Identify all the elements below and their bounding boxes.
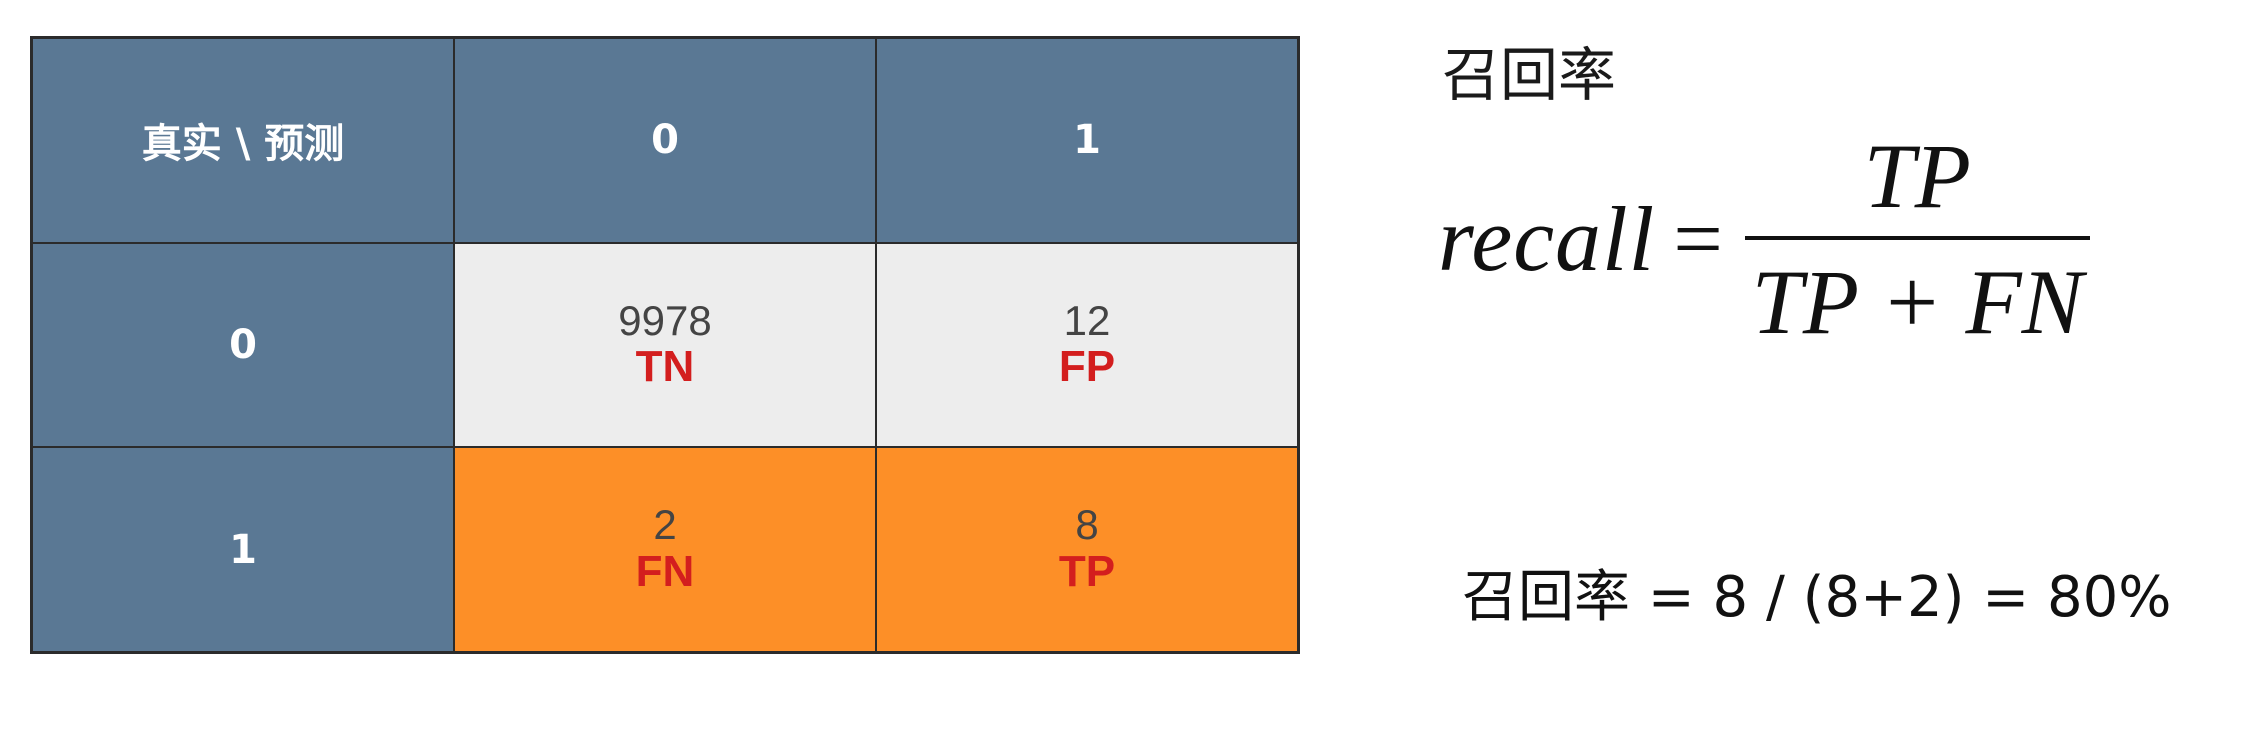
corner-label: 真实 \ 预测 bbox=[141, 121, 345, 168]
cell-tag: TP bbox=[1058, 546, 1116, 596]
cell-tag: FN bbox=[635, 546, 695, 596]
formula-lhs: recall bbox=[1438, 188, 1656, 290]
formula-title: 召回率 bbox=[1442, 41, 1617, 109]
col-header-0: 0 bbox=[454, 38, 876, 243]
cell-tag: TN bbox=[635, 341, 695, 391]
cell-count: 8 bbox=[1075, 501, 1099, 549]
cell-tag: FP bbox=[1058, 341, 1116, 391]
cell-count: 12 bbox=[1063, 296, 1111, 344]
formula-equals: = bbox=[1673, 190, 1723, 288]
row-header-label: 0 bbox=[229, 321, 257, 368]
cell-fp: 12 FP bbox=[876, 242, 1298, 448]
col-header-label: 1 bbox=[1073, 117, 1101, 164]
cell-fn: 2 FN bbox=[454, 447, 876, 652]
corner-header: 真实 \ 预测 bbox=[32, 38, 454, 243]
row-header-label: 1 bbox=[229, 526, 257, 573]
cell-tp: 8 TP bbox=[876, 447, 1298, 652]
row-header-1: 1 bbox=[32, 447, 454, 652]
fraction-bar bbox=[1744, 236, 2090, 240]
formula-fraction: TP TP + FN bbox=[1744, 125, 2090, 353]
cell-count: 2 bbox=[653, 501, 677, 549]
formula-numerator: TP bbox=[1863, 125, 1972, 227]
cell-tn: 9978 TN bbox=[454, 242, 876, 448]
cell-count: 9978 bbox=[618, 296, 712, 344]
confusion-matrix: 真实 \ 预测 0 1 0 9978 TN 12 FP 1 2 FN 8 TP bbox=[30, 36, 1300, 654]
row-header-0: 0 bbox=[32, 242, 454, 448]
recall-calculation: 召回率 = 8 / (8+2) = 80% bbox=[1462, 565, 2172, 630]
recall-formula: recall = TP TP + FN bbox=[1438, 130, 2090, 348]
formula-denominator: TP + FN bbox=[1751, 251, 2083, 353]
col-header-1: 1 bbox=[876, 38, 1298, 243]
col-header-label: 0 bbox=[651, 117, 679, 164]
